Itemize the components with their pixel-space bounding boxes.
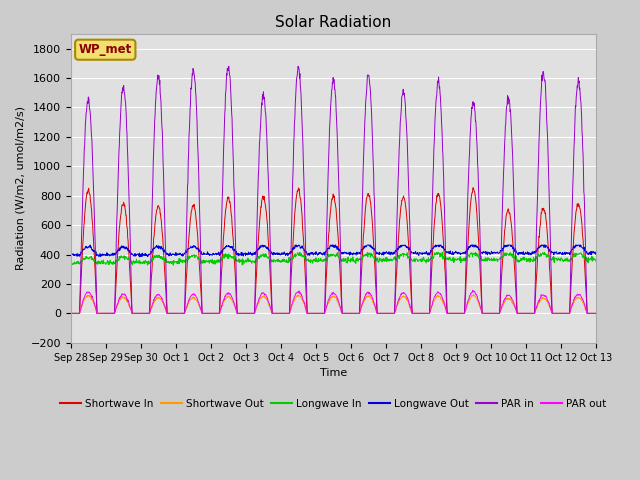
- Longwave In: [184, 257, 192, 263]
- Shortwave In: [530, 311, 538, 316]
- Shortwave In: [484, 311, 492, 316]
- Longwave In: [172, 259, 179, 264]
- PAR out: [469, 288, 477, 293]
- PAR out: [171, 311, 179, 316]
- PAR in: [243, 311, 250, 316]
- PAR out: [415, 311, 422, 316]
- Shortwave Out: [530, 311, 538, 316]
- Shortwave Out: [592, 311, 600, 316]
- Longwave In: [592, 258, 600, 264]
- Shortwave Out: [470, 292, 477, 298]
- PAR in: [67, 311, 75, 316]
- Longwave Out: [184, 246, 192, 252]
- PAR out: [592, 311, 600, 316]
- Longwave Out: [592, 252, 600, 257]
- Shortwave In: [469, 185, 477, 191]
- Shortwave Out: [67, 311, 75, 316]
- Y-axis label: Radiation (W/m2, umol/m2/s): Radiation (W/m2, umol/m2/s): [15, 107, 25, 270]
- PAR in: [592, 311, 600, 316]
- Shortwave In: [592, 311, 600, 316]
- Longwave In: [415, 257, 423, 263]
- Shortwave In: [171, 311, 179, 316]
- Legend: Shortwave In, Shortwave Out, Longwave In, Longwave Out, PAR in, PAR out: Shortwave In, Shortwave Out, Longwave In…: [56, 395, 611, 413]
- Longwave In: [170, 262, 177, 268]
- Longwave In: [531, 256, 538, 262]
- Longwave Out: [67, 253, 75, 259]
- Shortwave In: [243, 311, 250, 316]
- Line: PAR in: PAR in: [71, 66, 596, 313]
- Shortwave Out: [184, 303, 191, 309]
- Line: PAR out: PAR out: [71, 290, 596, 313]
- Longwave In: [296, 250, 303, 255]
- Shortwave Out: [243, 311, 250, 316]
- Longwave Out: [86, 242, 94, 248]
- Longwave Out: [415, 250, 423, 256]
- PAR in: [484, 311, 492, 316]
- Longwave Out: [243, 251, 251, 256]
- Shortwave In: [184, 256, 191, 262]
- PAR in: [530, 311, 538, 316]
- Line: Longwave In: Longwave In: [71, 252, 596, 265]
- PAR out: [530, 311, 538, 316]
- Longwave Out: [136, 254, 143, 260]
- Title: Solar Radiation: Solar Radiation: [275, 15, 392, 30]
- Line: Shortwave In: Shortwave In: [71, 188, 596, 313]
- PAR in: [184, 183, 191, 189]
- Line: Shortwave Out: Shortwave Out: [71, 295, 596, 313]
- Text: WP_met: WP_met: [79, 43, 132, 56]
- Longwave In: [243, 259, 250, 265]
- X-axis label: Time: Time: [320, 368, 347, 378]
- Longwave Out: [484, 249, 492, 255]
- Longwave Out: [531, 251, 538, 256]
- Line: Longwave Out: Longwave Out: [71, 245, 596, 257]
- PAR out: [67, 311, 75, 316]
- PAR out: [484, 311, 492, 316]
- Longwave In: [484, 255, 492, 261]
- PAR in: [225, 63, 232, 69]
- Shortwave Out: [171, 311, 179, 316]
- Shortwave In: [67, 311, 75, 316]
- Shortwave In: [415, 311, 422, 316]
- Longwave Out: [172, 252, 179, 258]
- Longwave In: [67, 260, 75, 265]
- PAR out: [184, 301, 191, 307]
- Shortwave Out: [415, 311, 422, 316]
- PAR in: [171, 311, 179, 316]
- PAR in: [415, 311, 423, 316]
- PAR out: [243, 311, 250, 316]
- Shortwave Out: [484, 311, 492, 316]
